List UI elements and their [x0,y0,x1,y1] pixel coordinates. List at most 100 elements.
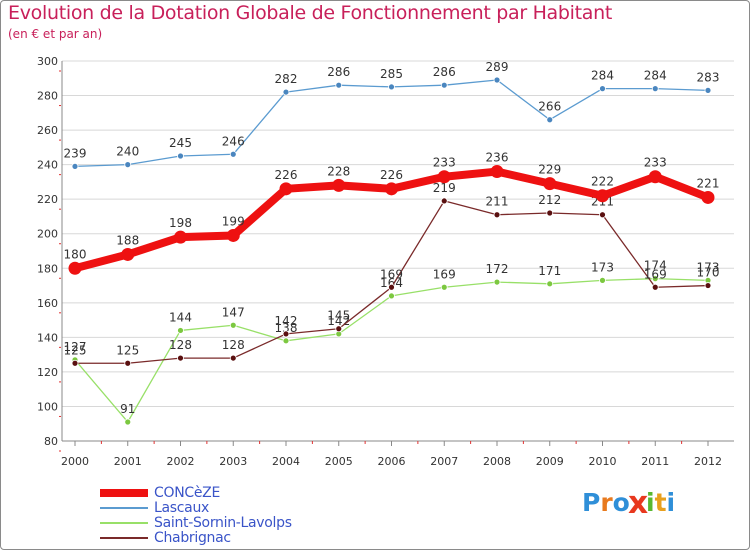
data-label-saint-sornin-lavolps: 164 [380,276,403,290]
data-point-conc-ze [121,247,135,261]
data-point-chabrignac [704,282,712,289]
x-tick-label: 2003 [219,455,247,468]
x-tick-label: 2010 [589,455,617,468]
data-label-conc-ze: 221 [697,176,720,190]
data-point-lascaux [388,83,395,91]
data-point-saint-sornin-lavolps [546,280,554,288]
data-point-lascaux [124,161,132,169]
data-point-conc-ze [596,189,609,203]
data-point-chabrignac [493,211,501,219]
data-label-conc-ze: 188 [116,233,139,247]
x-tick-label: 2000 [61,455,89,468]
data-label-lascaux: 284 [644,69,667,83]
data-label-saint-sornin-lavolps: 171 [538,264,561,278]
legend-label: Saint-Sornin-Lavolps [154,514,292,531]
data-label-lascaux: 246 [222,134,245,148]
legend-item: Lascaux [100,499,292,516]
logo-letter: x [627,484,649,521]
data-label-chabrignac: 128 [222,338,245,352]
data-label-saint-sornin-lavolps: 127 [64,340,87,354]
data-label-conc-ze: 199 [222,214,245,228]
data-label-chabrignac: 142 [275,314,298,328]
legend-item: CONCèZE [100,484,292,501]
data-point-lascaux [229,150,237,158]
data-label-conc-ze: 180 [64,247,87,261]
data-point-conc-ze [490,165,504,179]
legend-label: CONCèZE [154,484,220,501]
legend-label: Lascaux [154,499,210,516]
data-label-conc-ze: 233 [433,156,456,170]
y-tick-label: 220 [37,193,58,206]
y-tick-label: 280 [37,90,58,103]
data-label-conc-ze: 229 [538,163,561,177]
x-tick-label: 2005 [325,455,353,468]
data-point-chabrignac [177,354,184,362]
data-point-saint-sornin-lavolps [229,321,237,329]
data-label-chabrignac: 128 [169,338,192,352]
data-label-chabrignac: 125 [116,343,139,357]
data-point-lascaux [177,152,184,160]
logo-letter: r [600,488,613,517]
data-point-lascaux [493,76,501,84]
data-point-saint-sornin-lavolps [124,418,132,426]
data-label-saint-sornin-lavolps: 138 [275,321,298,335]
data-label-saint-sornin-lavolps: 173 [591,260,614,274]
data-point-conc-ze [648,170,662,184]
data-point-lascaux [282,88,290,96]
data-label-conc-ze: 198 [169,216,192,230]
x-tick-label: 2008 [483,455,511,468]
data-point-lascaux [440,81,448,89]
x-tick-label: 2009 [536,455,564,468]
data-point-chabrignac [282,330,290,338]
series-chabrignac: 125125128128142145169219211212211169170 [64,181,720,367]
data-label-chabrignac: 169 [644,267,667,281]
data-label-saint-sornin-lavolps: 172 [486,262,509,276]
data-point-saint-sornin-lavolps [599,276,606,284]
data-label-saint-sornin-lavolps: 169 [433,267,456,281]
data-label-lascaux: 285 [380,67,403,81]
logo-letter: o [612,488,630,517]
data-point-lascaux [546,116,554,124]
data-label-chabrignac: 170 [697,266,720,280]
data-label-conc-ze: 226 [275,168,298,182]
legend-swatch [100,521,148,524]
data-point-chabrignac [546,209,554,217]
y-tick-label: 300 [37,55,58,68]
data-point-lascaux [335,81,343,89]
legend-swatch [100,488,148,497]
data-label-conc-ze: 222 [591,175,614,189]
series-conc-ze: 180 188 198 199 226 228 226 233 236 229 222 233 221 [64,151,720,275]
data-point-saint-sornin-lavolps [388,292,395,300]
data-point-chabrignac [388,283,395,291]
data-label-lascaux: 282 [275,72,298,86]
data-point-saint-sornin-lavolps [177,327,184,334]
data-point-chabrignac [599,211,606,219]
data-label-saint-sornin-lavolps: 147 [222,305,245,319]
data-label-lascaux: 289 [486,60,509,74]
data-label-lascaux: 286 [433,65,456,79]
legend-item: Saint-Sornin-Lavolps [100,514,292,531]
data-point-chabrignac [71,359,79,367]
legend-swatch [100,536,148,539]
data-point-conc-ze [174,230,187,244]
chart-subtitle: (en € et par an) [8,27,103,41]
data-point-chabrignac [335,325,343,333]
data-point-conc-ze [543,177,557,191]
data-label-lascaux: 240 [116,145,139,159]
data-point-saint-sornin-lavolps [493,278,501,286]
chart-title: Evolution de la Dotation Globale de Fonc… [8,2,613,24]
data-point-saint-sornin-lavolps [440,283,448,291]
data-label-lascaux: 239 [64,146,87,160]
x-tick-label: 2011 [641,455,669,468]
data-point-conc-ze [437,170,451,184]
y-tick-label: 180 [37,262,58,275]
y-tick-label: 240 [37,159,58,172]
x-tick-label: 2007 [430,455,458,468]
data-label-lascaux: 286 [327,65,350,79]
data-point-lascaux [704,86,712,94]
data-point-lascaux [651,85,659,93]
y-tick-label: 80 [44,435,58,448]
plot-area [62,61,734,441]
